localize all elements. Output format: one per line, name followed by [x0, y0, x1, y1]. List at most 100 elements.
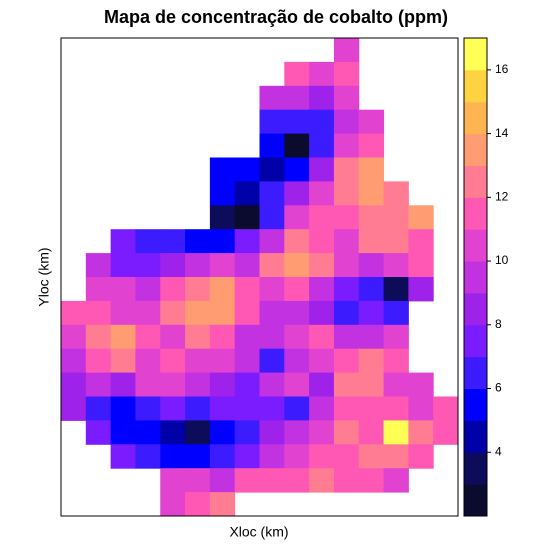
cell	[333, 157, 360, 182]
cell	[309, 324, 335, 350]
cell	[383, 444, 409, 469]
cell	[383, 205, 409, 230]
cell	[309, 348, 335, 374]
cell	[358, 444, 385, 469]
cell	[135, 348, 161, 374]
colorbar: 4 6 8 10 12 14 16	[464, 38, 509, 517]
cell	[408, 372, 434, 397]
cell	[309, 205, 335, 230]
cell	[309, 372, 335, 397]
cell	[209, 229, 236, 254]
cell	[358, 348, 385, 374]
cell	[383, 324, 409, 350]
cell	[61, 372, 87, 397]
cell	[284, 444, 310, 469]
cell	[358, 181, 385, 206]
cell	[358, 253, 385, 278]
cell	[358, 396, 385, 421]
cell	[309, 61, 335, 87]
cell	[284, 372, 310, 397]
cell	[259, 300, 285, 326]
cell	[309, 229, 335, 254]
cell	[209, 348, 236, 374]
cell	[333, 348, 360, 374]
cell	[284, 420, 310, 445]
cell	[284, 85, 310, 111]
cell	[85, 324, 112, 350]
cell	[160, 420, 186, 445]
cell	[185, 348, 211, 374]
cell	[234, 277, 260, 302]
cell	[309, 468, 335, 493]
cell	[61, 348, 87, 374]
cell	[61, 324, 87, 350]
cell	[234, 396, 260, 421]
cell	[160, 348, 186, 374]
cell	[209, 300, 236, 326]
colorbar-tick-label: 12	[495, 190, 509, 204]
cell	[408, 277, 434, 302]
cell	[135, 300, 161, 326]
cell	[358, 372, 385, 397]
cell	[358, 468, 385, 493]
cell	[358, 229, 385, 254]
colorbar-tick-label: 8	[495, 317, 502, 331]
colorbar-band	[464, 420, 487, 453]
cell	[383, 468, 409, 493]
cell	[259, 205, 285, 230]
cell	[135, 372, 161, 397]
cell	[284, 396, 310, 421]
colorbar-band	[464, 292, 487, 326]
cell	[383, 181, 409, 206]
colorbar-band	[464, 197, 487, 230]
cell	[358, 324, 385, 350]
cell	[309, 300, 335, 326]
cell	[408, 444, 434, 469]
cell	[160, 372, 186, 397]
cell	[309, 420, 335, 445]
cell	[259, 157, 285, 182]
cell	[309, 109, 335, 135]
cell	[160, 444, 186, 469]
cell	[160, 277, 186, 302]
cell	[209, 420, 236, 445]
cell	[160, 324, 186, 350]
cell	[309, 181, 335, 206]
cell	[333, 324, 360, 350]
chart-title: Mapa de concentração de cobalto (ppm)	[104, 7, 448, 27]
cell	[135, 253, 161, 278]
cell	[408, 253, 434, 278]
cell	[408, 205, 434, 230]
cell	[333, 444, 360, 469]
cell	[85, 277, 112, 302]
cell	[333, 133, 360, 158]
cell	[309, 157, 335, 182]
cell	[160, 492, 186, 517]
cell	[185, 492, 211, 517]
cell	[185, 277, 211, 302]
cell	[358, 277, 385, 302]
cell	[284, 348, 310, 374]
cell	[433, 396, 459, 421]
cell	[234, 372, 260, 397]
cell	[209, 396, 236, 421]
colorbar-band	[464, 261, 487, 294]
cell	[135, 324, 161, 350]
colorbar-band	[464, 101, 487, 135]
cell	[284, 109, 310, 135]
cell	[408, 420, 434, 445]
cell	[259, 133, 285, 158]
cell	[309, 253, 335, 278]
cell	[333, 420, 360, 445]
cell	[284, 277, 310, 302]
cell	[284, 61, 310, 87]
cell	[185, 229, 211, 254]
cell	[185, 324, 211, 350]
x-axis-label: Xloc (km)	[229, 524, 288, 540]
cell	[408, 229, 434, 254]
cell	[259, 444, 285, 469]
cell	[110, 396, 136, 421]
cell	[85, 372, 112, 397]
cell	[284, 229, 310, 254]
cell	[160, 468, 186, 493]
